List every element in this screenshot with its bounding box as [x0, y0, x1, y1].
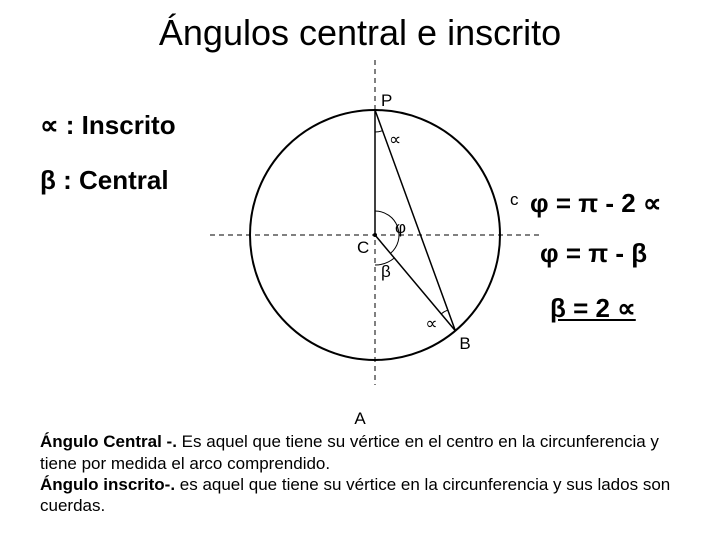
svg-text:P: P	[381, 91, 392, 110]
svg-text:∝: ∝	[425, 314, 437, 333]
svg-text:B: B	[459, 334, 470, 353]
label-A: A	[40, 408, 680, 429]
para-central: Ángulo Central -. Es aquel que tiene su …	[40, 431, 680, 474]
page-title: Ángulos central e inscrito	[0, 12, 720, 54]
equation-phi1: φ = π - 2 ∝	[530, 188, 662, 219]
legend-central: β : Central	[40, 165, 169, 196]
para-central-label: Ángulo Central -.	[40, 432, 177, 451]
equation-beta: β = 2 ∝	[550, 293, 636, 324]
svg-text:β: β	[381, 262, 391, 281]
paragraph-block: A Ángulo Central -. Es aquel que tiene s…	[40, 408, 680, 516]
svg-text:C: C	[357, 238, 369, 257]
circle-diagram: P C Bc ∝ φ β ∝	[210, 60, 540, 385]
equation-phi2: φ = π - β	[540, 238, 647, 269]
svg-text:φ: φ	[395, 218, 406, 237]
para-inscrito: Ángulo inscrito-. es aquel que tiene su …	[40, 474, 680, 517]
diagram-container: P C Bc ∝ φ β ∝	[210, 60, 540, 385]
svg-text:∝: ∝	[389, 130, 401, 149]
para-inscrito-label: Ángulo inscrito-.	[40, 475, 175, 494]
svg-text:c: c	[510, 190, 519, 209]
legend-inscrito: ∝ : Inscrito	[40, 110, 176, 141]
